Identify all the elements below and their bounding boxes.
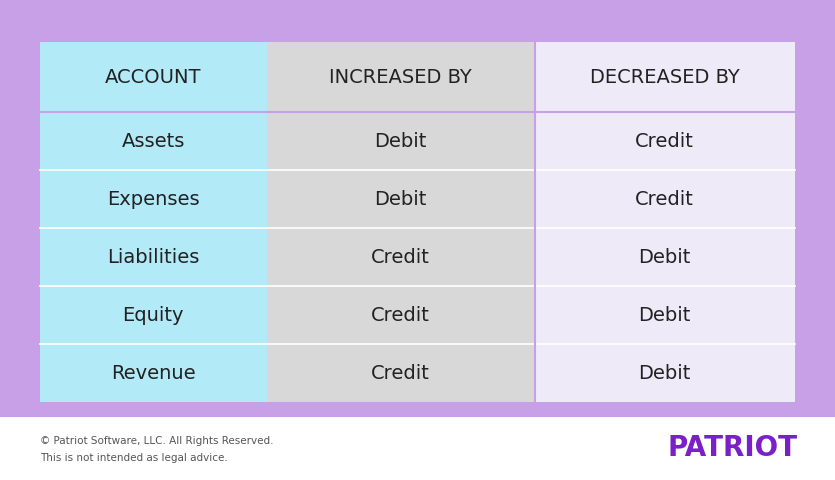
Text: Assets: Assets — [122, 132, 185, 151]
Bar — [40, 170, 266, 228]
Bar — [534, 112, 795, 170]
Text: Liabilities: Liabilities — [107, 248, 200, 267]
Text: © Patriot Software, LLC. All Rights Reserved.: © Patriot Software, LLC. All Rights Rese… — [40, 436, 274, 446]
Text: INCREASED BY: INCREASED BY — [329, 68, 472, 87]
Text: Debit: Debit — [639, 364, 691, 383]
Bar — [534, 344, 795, 402]
Bar — [40, 344, 266, 402]
Bar — [266, 286, 534, 344]
Text: Credit: Credit — [371, 248, 430, 267]
Text: PATRIOT: PATRIOT — [667, 434, 797, 462]
Bar — [266, 228, 534, 286]
Text: DECREASED BY: DECREASED BY — [590, 68, 740, 87]
Bar — [40, 42, 266, 112]
Bar — [534, 286, 795, 344]
Bar — [40, 228, 266, 286]
Bar — [0, 402, 835, 417]
Text: Expenses: Expenses — [107, 190, 200, 209]
Bar — [534, 42, 795, 112]
Text: Debit: Debit — [374, 132, 427, 151]
Bar — [266, 42, 534, 112]
Bar — [266, 112, 534, 170]
Bar — [40, 286, 266, 344]
Text: Revenue: Revenue — [111, 364, 195, 383]
Text: ACCOUNT: ACCOUNT — [105, 68, 201, 87]
Text: Credit: Credit — [635, 190, 694, 209]
Text: Debit: Debit — [639, 248, 691, 267]
Bar — [534, 170, 795, 228]
Text: Credit: Credit — [371, 364, 430, 383]
Bar — [40, 112, 266, 170]
Bar — [266, 344, 534, 402]
Bar — [0, 417, 835, 480]
Bar — [40, 42, 795, 402]
Bar — [266, 170, 534, 228]
Text: Debit: Debit — [374, 190, 427, 209]
Text: Equity: Equity — [123, 306, 184, 325]
Bar — [534, 228, 795, 286]
Text: Debit: Debit — [639, 306, 691, 325]
Text: Credit: Credit — [371, 306, 430, 325]
Text: This is not intended as legal advice.: This is not intended as legal advice. — [40, 453, 228, 463]
Text: Credit: Credit — [635, 132, 694, 151]
